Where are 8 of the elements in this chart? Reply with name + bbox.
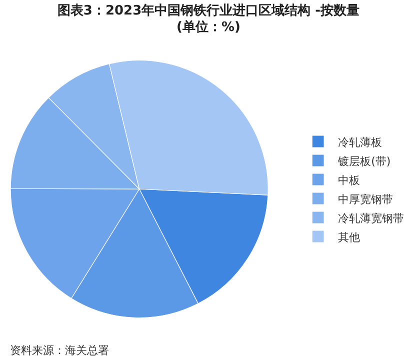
legend-label: 冷轧薄宽钢带 [338,212,404,225]
legend-label: 镀层板(带) [337,154,391,168]
chart-title: 图表3：2023年中国钢铁行业进口区域结构 -按数量(单位：%) [57,2,360,36]
legend-label: 冷轧薄板 [338,136,382,149]
legend-label: 其他 [338,230,360,244]
text: 资料来源：海关总署 [10,344,109,357]
legend-label: 中厚宽钢带 [338,192,394,206]
legend-label: 中板 [338,174,360,187]
